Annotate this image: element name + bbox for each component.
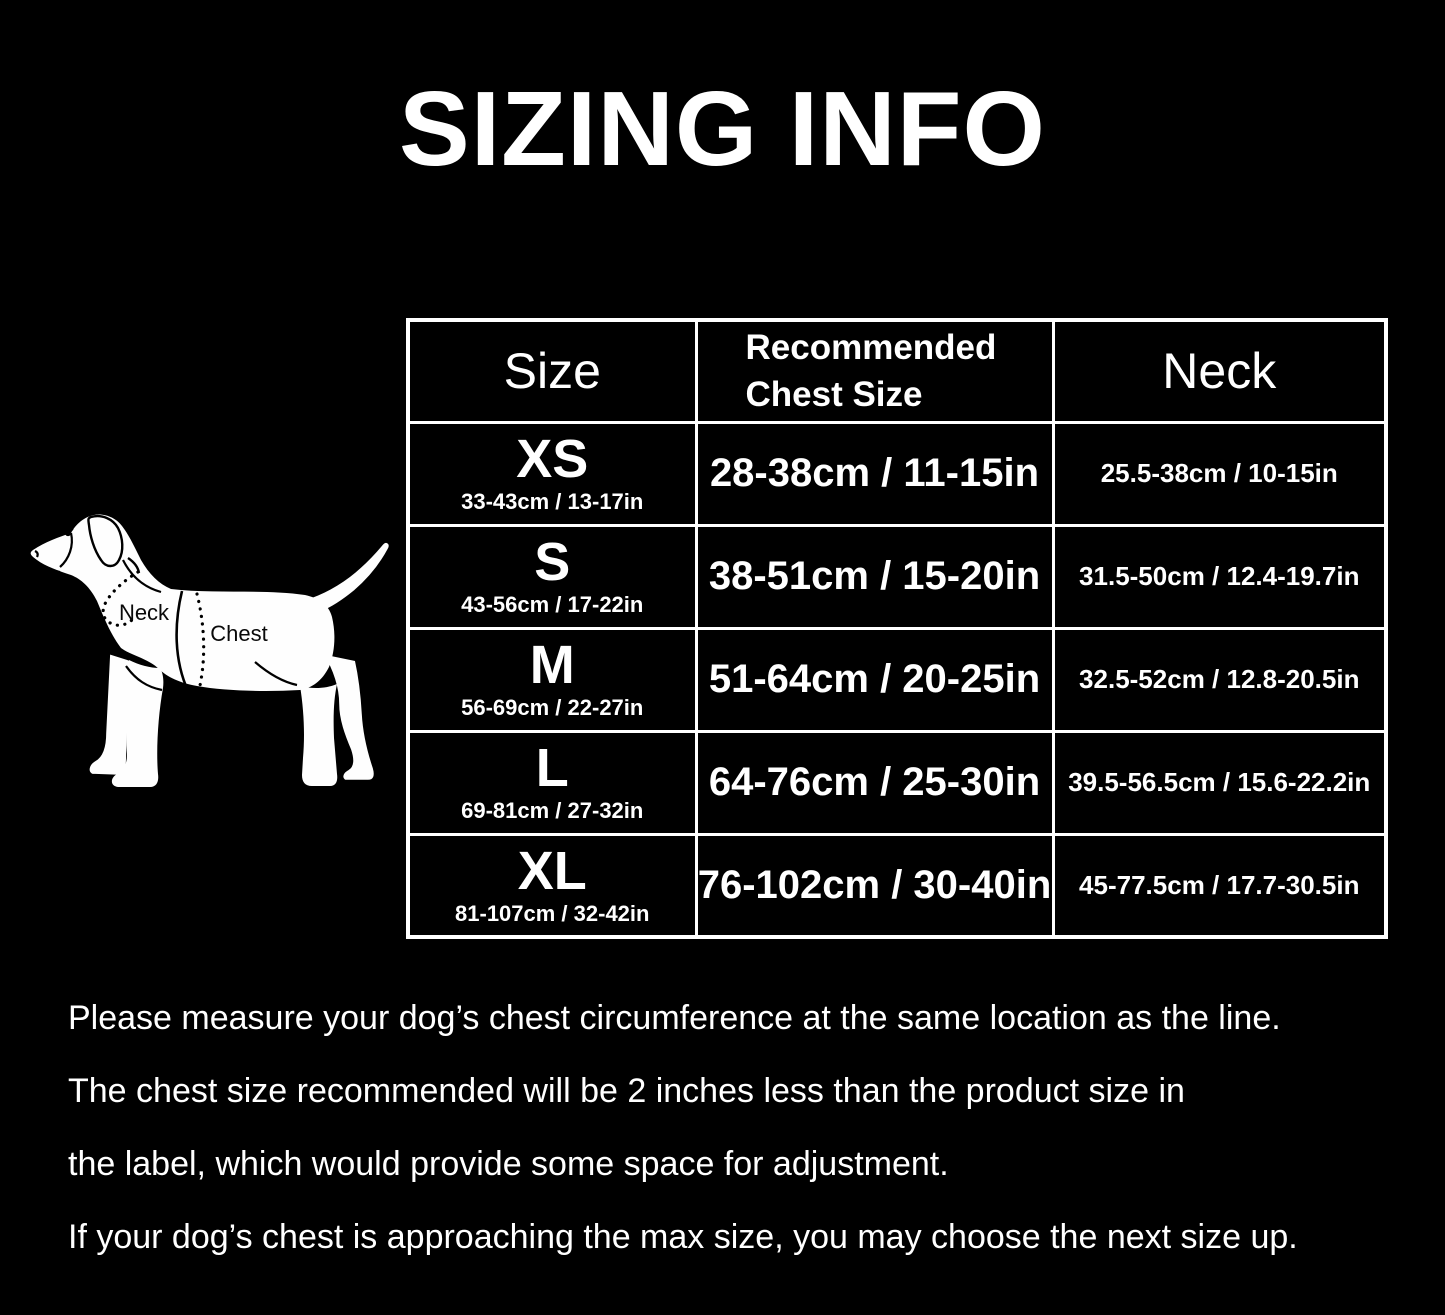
size-label: S: [534, 532, 571, 593]
chest-size-value: 64-76cm / 25-30in: [694, 729, 1055, 836]
table-row: XS 33-43cm / 13-17in 28-38cm / 11-15in 2…: [406, 420, 1388, 527]
size-label: XS: [516, 429, 589, 490]
size-sublabel: 56-69cm / 22-27in: [461, 695, 644, 721]
size-sublabel: 43-56cm / 17-22in: [461, 592, 644, 618]
table-header-row: Size Recommended Chest Size Neck: [406, 318, 1388, 424]
dog-shoulder-line: [122, 559, 162, 594]
size-sublabel: 33-43cm / 13-17in: [461, 489, 644, 515]
chest-size-value: 28-38cm / 11-15in: [694, 420, 1055, 527]
sizing-table: Size Recommended Chest Size Neck XS 33-4…: [406, 318, 1388, 939]
note-line: If your dog’s chest is approaching the m…: [68, 1218, 1298, 1256]
dog-silhouette: [30, 514, 391, 787]
neck-size-value: 39.5-56.5cm / 15.6-22.2in: [1051, 729, 1388, 836]
chest-size-value: 51-64cm / 20-25in: [694, 626, 1055, 733]
dog-eye-icon: [65, 531, 71, 537]
dog-near-front-leg: [111, 660, 164, 787]
dog-brow-line: [61, 526, 74, 531]
dog-diagram-svg: Neck Chest: [30, 514, 391, 787]
page-title: SIZING INFO: [399, 70, 1046, 188]
chest-size-value: 38-51cm / 15-20in: [694, 523, 1055, 630]
dog-body: [30, 514, 335, 691]
dog-tail: [309, 540, 391, 614]
chest-measurement-line-solid: [175, 590, 190, 692]
dog-elbow-line: [125, 665, 163, 692]
table-row: L 69-81cm / 27-32in 64-76cm / 25-30in 39…: [406, 729, 1388, 836]
dog-groin-line: [254, 661, 298, 687]
size-label: L: [535, 738, 569, 799]
notes: Please measure your dog’s chest circumfe…: [68, 1001, 1428, 1293]
dog-mouth-line: [35, 560, 61, 573]
dog-cheek-line: [59, 532, 73, 568]
table-row: S 43-56cm / 17-22in 38-51cm / 15-20in 31…: [406, 523, 1388, 630]
dog-nostril-icon: [34, 550, 39, 558]
header-neck: Neck: [1051, 318, 1388, 424]
neck-size-value: 45-77.5cm / 17.7-30.5in: [1051, 832, 1388, 939]
neck-measurement-line: [101, 570, 140, 627]
neck-size-value: 31.5-50cm / 12.4-19.7in: [1051, 523, 1388, 630]
dog-far-rear-leg: [319, 651, 377, 783]
note-line: Please measure your dog’s chest circumfe…: [68, 999, 1281, 1037]
table-row: M 56-69cm / 22-27in 51-64cm / 20-25in 32…: [406, 626, 1388, 733]
neck-size-value: 32.5-52cm / 12.8-20.5in: [1051, 626, 1388, 733]
neck-label: Neck: [119, 600, 170, 625]
chest-label: Chest: [210, 621, 267, 646]
dog-near-rear-leg: [300, 684, 338, 786]
table-row: XL 81-107cm / 32-42in 76-102cm / 30-40in…: [406, 832, 1388, 939]
note-line: The chest size recommended will be 2 inc…: [68, 1072, 1185, 1110]
neck-size-value: 25.5-38cm / 10-15in: [1051, 420, 1388, 527]
dog-measurement-diagram: Neck Chest: [17, 488, 407, 818]
note-line: the label, which would provide some spac…: [68, 1145, 949, 1183]
size-label: XL: [517, 841, 587, 902]
dog-ear: [87, 514, 124, 568]
header-size: Size: [406, 318, 698, 424]
size-label: M: [529, 635, 575, 696]
header-chest: Recommended Chest Size: [694, 318, 1055, 424]
size-sublabel: 81-107cm / 32-42in: [455, 901, 650, 927]
size-sublabel: 69-81cm / 27-32in: [461, 798, 644, 824]
chest-size-value: 76-102cm / 30-40in: [694, 832, 1055, 939]
dog-far-front-leg: [87, 651, 133, 778]
